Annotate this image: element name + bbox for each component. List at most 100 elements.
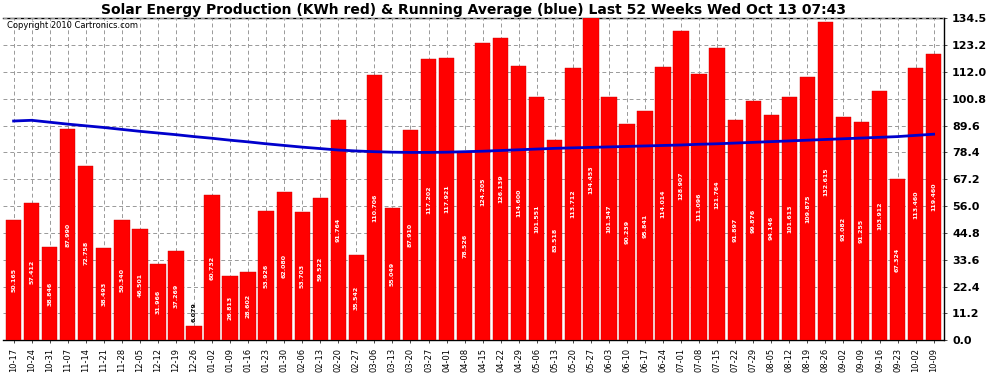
Text: 113.460: 113.460 (913, 190, 918, 219)
Bar (763, 115, 779, 340)
Text: 134.453: 134.453 (588, 165, 593, 194)
Bar (295, 211, 310, 340)
Text: 78.526: 78.526 (462, 234, 467, 258)
Text: 37.269: 37.269 (173, 284, 178, 308)
Text: 72.758: 72.758 (83, 241, 88, 265)
Text: 117.202: 117.202 (426, 186, 431, 214)
Bar (493, 38, 508, 340)
Text: 132.615: 132.615 (823, 167, 828, 196)
Bar (258, 211, 274, 340)
Text: 119.460: 119.460 (932, 183, 937, 211)
Bar (150, 264, 165, 340)
Bar (547, 140, 562, 340)
Text: 109.875: 109.875 (805, 194, 810, 223)
Bar (565, 68, 580, 341)
Bar (186, 326, 202, 340)
Bar (421, 59, 437, 340)
Bar (782, 97, 797, 340)
Text: 53.926: 53.926 (263, 264, 268, 288)
Bar (168, 251, 183, 340)
Text: 35.542: 35.542 (353, 286, 358, 310)
Text: 93.082: 93.082 (841, 217, 845, 241)
Bar (42, 247, 57, 340)
Text: 91.897: 91.897 (733, 218, 738, 242)
Bar (853, 122, 869, 340)
Bar (728, 120, 742, 340)
Title: Solar Energy Production (KWh red) & Running Average (blue) Last 52 Weeks Wed Oct: Solar Energy Production (KWh red) & Runn… (101, 3, 846, 17)
Text: 117.921: 117.921 (445, 185, 449, 213)
Text: 91.255: 91.255 (859, 219, 864, 243)
Text: 114.014: 114.014 (660, 189, 665, 218)
Text: 103.912: 103.912 (877, 201, 882, 230)
Text: 53.703: 53.703 (300, 264, 305, 288)
Text: 114.600: 114.600 (516, 189, 521, 217)
Text: 121.764: 121.764 (715, 180, 720, 209)
Bar (60, 129, 75, 340)
Bar (710, 48, 725, 340)
Bar (872, 91, 887, 340)
Bar (457, 152, 472, 340)
Bar (24, 203, 40, 340)
Bar (908, 68, 924, 340)
Bar (655, 67, 670, 341)
Text: 6.079: 6.079 (191, 302, 196, 322)
Bar (276, 192, 292, 340)
Bar (331, 120, 346, 340)
Text: 59.522: 59.522 (318, 257, 323, 281)
Text: 87.990: 87.990 (65, 223, 70, 247)
Text: 55.049: 55.049 (390, 262, 395, 286)
Text: 124.205: 124.205 (480, 177, 485, 206)
Bar (890, 179, 905, 340)
Bar (691, 74, 707, 341)
Text: 67.324: 67.324 (895, 248, 900, 272)
Bar (529, 97, 545, 340)
Text: 101.551: 101.551 (535, 204, 540, 233)
Bar (241, 272, 255, 340)
Text: 38.493: 38.493 (101, 282, 106, 306)
Bar (475, 43, 490, 340)
Text: 111.096: 111.096 (697, 193, 702, 222)
Text: 83.518: 83.518 (552, 228, 557, 252)
Text: 99.876: 99.876 (750, 209, 755, 233)
Bar (673, 32, 689, 340)
Text: 46.501: 46.501 (138, 273, 143, 297)
Text: 38.846: 38.846 (48, 282, 52, 306)
Text: 50.340: 50.340 (120, 268, 125, 292)
Text: 87.910: 87.910 (408, 223, 413, 247)
Bar (511, 66, 527, 341)
Bar (348, 255, 364, 340)
Bar (926, 54, 941, 340)
Text: 60.732: 60.732 (210, 255, 215, 280)
Text: 94.146: 94.146 (769, 215, 774, 240)
Text: 57.412: 57.412 (29, 260, 34, 284)
Text: 91.764: 91.764 (336, 218, 341, 243)
Text: 101.613: 101.613 (787, 204, 792, 233)
Bar (601, 98, 617, 340)
Bar (620, 124, 635, 340)
Bar (403, 130, 418, 340)
Bar (836, 117, 851, 340)
Bar (133, 229, 148, 340)
Text: 128.907: 128.907 (678, 172, 683, 200)
Bar (313, 198, 328, 340)
Bar (638, 111, 652, 340)
Text: 26.813: 26.813 (228, 296, 233, 320)
Text: 95.841: 95.841 (643, 213, 647, 238)
Text: 31.966: 31.966 (155, 290, 160, 314)
Bar (223, 276, 238, 340)
Bar (818, 22, 833, 341)
Text: 101.347: 101.347 (607, 205, 612, 233)
Bar (366, 75, 382, 340)
Bar (800, 77, 815, 340)
Bar (385, 209, 400, 340)
Bar (204, 195, 220, 340)
Text: 28.602: 28.602 (246, 294, 250, 318)
Bar (78, 166, 93, 340)
Bar (583, 18, 599, 340)
Text: 62.080: 62.080 (282, 254, 287, 278)
Text: Copyright 2010 Cartronics.com: Copyright 2010 Cartronics.com (8, 21, 139, 30)
Bar (745, 101, 761, 340)
Bar (6, 220, 21, 340)
Text: 126.139: 126.139 (498, 175, 503, 204)
Text: 50.165: 50.165 (11, 268, 16, 292)
